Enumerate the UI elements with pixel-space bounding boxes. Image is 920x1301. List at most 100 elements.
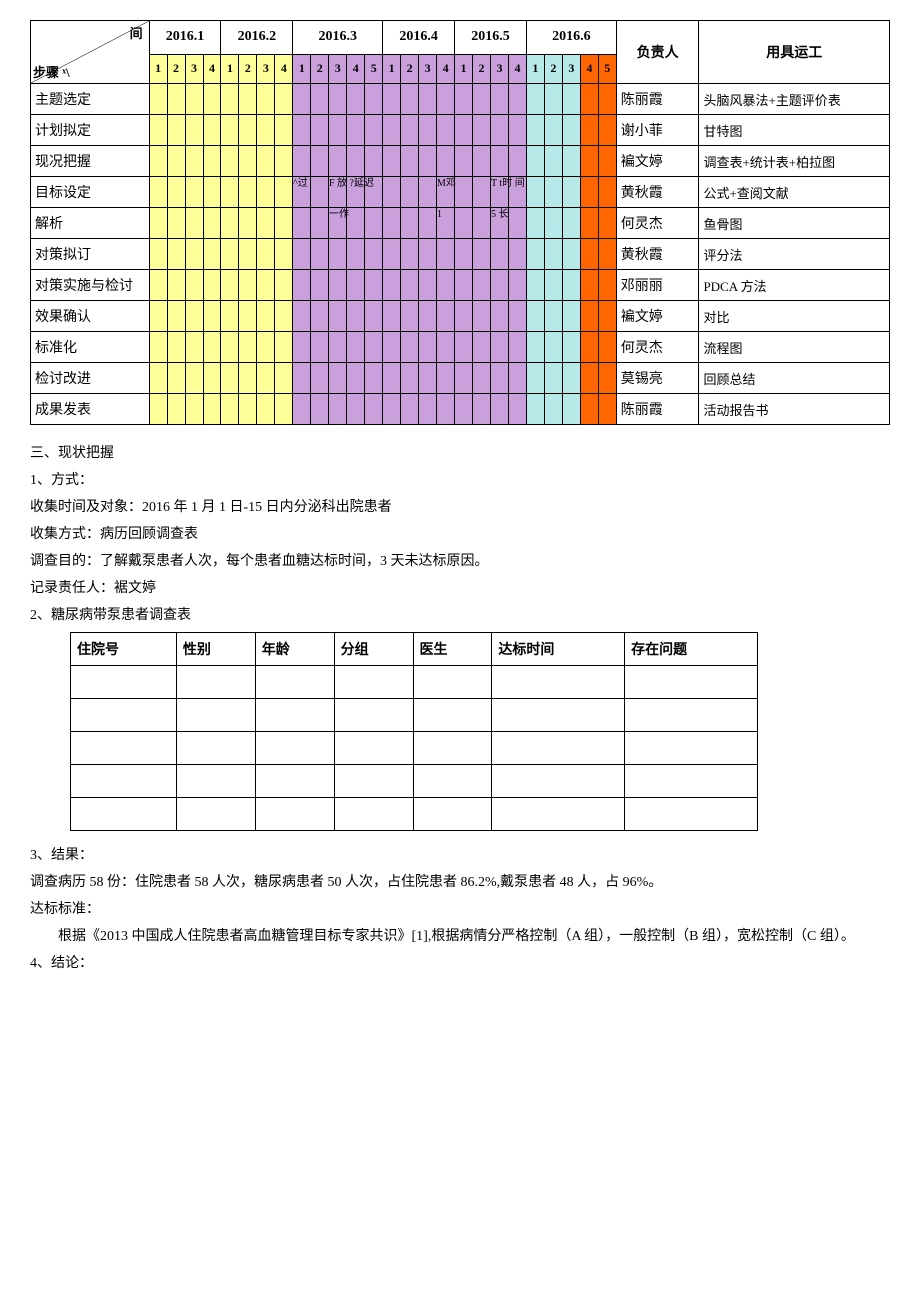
gantt-cell bbox=[401, 394, 419, 425]
gantt-step-cell: 主题选定 bbox=[31, 84, 150, 115]
gantt-cell bbox=[329, 239, 347, 270]
gantt-cell bbox=[311, 363, 329, 394]
gantt-cell bbox=[526, 115, 544, 146]
gantt-cell bbox=[329, 394, 347, 425]
gantt-cell bbox=[293, 270, 311, 301]
gantt-cell bbox=[401, 146, 419, 177]
person-header: 负责人 bbox=[616, 21, 699, 84]
gantt-cell bbox=[562, 146, 580, 177]
survey-cell bbox=[625, 699, 758, 732]
gantt-cell bbox=[311, 394, 329, 425]
gantt-week-header: 4 bbox=[508, 54, 526, 83]
gantt-cell bbox=[562, 394, 580, 425]
gantt-week-header: 2 bbox=[401, 54, 419, 83]
gantt-cell bbox=[329, 332, 347, 363]
gantt-cell bbox=[293, 301, 311, 332]
gantt-step-cell: 成果发表 bbox=[31, 394, 150, 425]
gantt-cell bbox=[275, 270, 293, 301]
gantt-row: 效果确认褊文婷对比 bbox=[31, 301, 890, 332]
gantt-person-cell: 褊文婷 bbox=[616, 301, 699, 332]
gantt-cell bbox=[203, 239, 221, 270]
gantt-cell bbox=[221, 146, 239, 177]
gantt-cell bbox=[544, 363, 562, 394]
gantt-row: 目标设定黄秋霞公式+查阅文献 bbox=[31, 177, 890, 208]
gantt-cell bbox=[275, 208, 293, 239]
gantt-cell bbox=[185, 332, 203, 363]
gantt-cell bbox=[437, 208, 455, 239]
gantt-cell bbox=[347, 394, 365, 425]
survey-cell bbox=[71, 666, 177, 699]
gantt-cell bbox=[275, 115, 293, 146]
gantt-cell bbox=[347, 208, 365, 239]
gantt-cell bbox=[221, 363, 239, 394]
gantt-cell bbox=[239, 332, 257, 363]
gantt-cell bbox=[562, 208, 580, 239]
gantt-week-header: 2 bbox=[311, 54, 329, 83]
gantt-cell bbox=[329, 146, 347, 177]
survey-cell bbox=[413, 798, 492, 831]
gantt-body: 主题选定陈丽霞头脑风暴法+主题评价表计划拟定谢小菲甘特图现况把握褊文婷调查表+统… bbox=[31, 84, 890, 425]
gantt-cell bbox=[383, 177, 401, 208]
gantt-cell bbox=[347, 363, 365, 394]
gantt-cell bbox=[167, 115, 185, 146]
survey-cell bbox=[413, 699, 492, 732]
gantt-person-cell: 何灵杰 bbox=[616, 332, 699, 363]
gantt-cell bbox=[149, 84, 167, 115]
gantt-step-cell: 现况把握 bbox=[31, 146, 150, 177]
corner-bottom-label: 步骤 ˣ\ bbox=[33, 62, 70, 81]
gantt-cell bbox=[544, 208, 562, 239]
gantt-cell bbox=[526, 332, 544, 363]
gantt-week-header: 1 bbox=[149, 54, 167, 83]
gantt-cell bbox=[419, 146, 437, 177]
tool-header: 用具运工 bbox=[699, 21, 890, 84]
gantt-cell bbox=[203, 115, 221, 146]
gantt-cell bbox=[203, 394, 221, 425]
gantt-cell bbox=[419, 115, 437, 146]
gantt-cell bbox=[167, 332, 185, 363]
gantt-cell bbox=[257, 208, 275, 239]
gantt-cell bbox=[311, 208, 329, 239]
gantt-cell bbox=[203, 177, 221, 208]
gantt-cell bbox=[221, 177, 239, 208]
gantt-cell bbox=[401, 177, 419, 208]
gantt-cell bbox=[203, 84, 221, 115]
gantt-cell bbox=[580, 146, 598, 177]
gantt-cell bbox=[491, 177, 509, 208]
gantt-cell bbox=[598, 239, 616, 270]
gantt-cell bbox=[562, 332, 580, 363]
gantt-cell bbox=[544, 332, 562, 363]
survey-cell bbox=[176, 699, 255, 732]
gantt-cell bbox=[347, 332, 365, 363]
gantt-cell bbox=[149, 332, 167, 363]
gantt-person-cell: 黄秋霞 bbox=[616, 177, 699, 208]
gantt-cell bbox=[508, 115, 526, 146]
gantt-cell bbox=[473, 270, 491, 301]
gantt-cell bbox=[257, 363, 275, 394]
gantt-cell bbox=[455, 146, 473, 177]
gantt-cell bbox=[365, 146, 383, 177]
gantt-cell bbox=[203, 146, 221, 177]
gantt-cell bbox=[167, 177, 185, 208]
gantt-cell bbox=[437, 332, 455, 363]
gantt-month-header: 2016.2 bbox=[221, 21, 293, 55]
s3-1a: 收集时间及对象：2016 年 1 月 1 日-15 日内分泌科出院患者 bbox=[30, 497, 890, 518]
gantt-month-header: 2016.4 bbox=[383, 21, 455, 55]
survey-cell bbox=[625, 732, 758, 765]
gantt-cell bbox=[311, 115, 329, 146]
gantt-cell bbox=[329, 115, 347, 146]
gantt-cell bbox=[293, 84, 311, 115]
gantt-cell bbox=[311, 301, 329, 332]
survey-cell bbox=[71, 732, 177, 765]
survey-cell bbox=[625, 666, 758, 699]
s3-2: 2、糖尿病带泵患者调查表 bbox=[30, 605, 890, 626]
gantt-cell bbox=[149, 115, 167, 146]
gantt-cell bbox=[239, 394, 257, 425]
survey-col-header: 年龄 bbox=[255, 633, 334, 666]
gantt-cell bbox=[311, 239, 329, 270]
gantt-cell bbox=[185, 84, 203, 115]
gantt-person-cell: 莫锡亮 bbox=[616, 363, 699, 394]
gantt-cell bbox=[365, 270, 383, 301]
gantt-row: 对策拟订黄秋霞评分法 bbox=[31, 239, 890, 270]
survey-cell bbox=[255, 798, 334, 831]
gantt-cell bbox=[401, 84, 419, 115]
